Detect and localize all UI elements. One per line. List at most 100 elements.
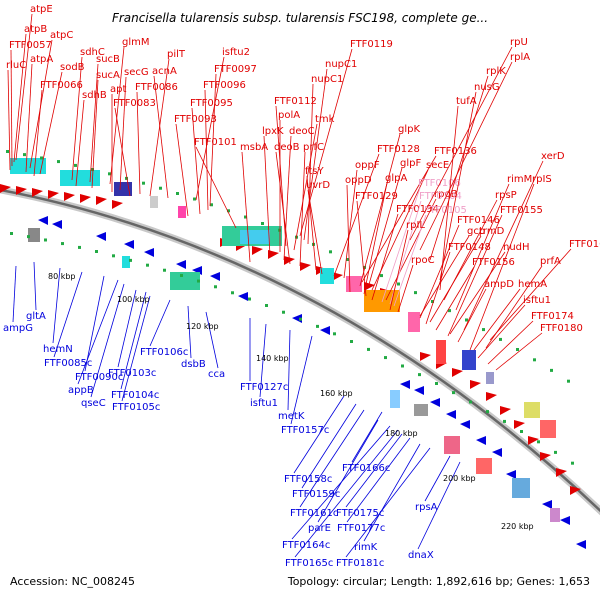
forward-feature [0,184,11,193]
reverse-leader-line [290,335,313,425]
cds-block [436,340,446,364]
forward-gene-label: oppD [345,175,372,186]
forward-feature [540,452,551,461]
marker-dot [146,263,149,267]
forward-gene-label: glpF [400,158,421,169]
reverse-leader-line [53,271,83,358]
marker-dot [350,340,353,343]
marker-dot [567,379,570,383]
forward-gene-label: prfA [540,256,561,267]
forward-gene-label: nusG [474,82,500,93]
forward-gene-label: trmD [479,226,505,237]
marker-dot [78,245,81,249]
reverse-gene-label: FTF0175c [336,508,384,519]
tick-label: 160 kbp [320,389,353,398]
forward-gene-label: FTF0148 [448,242,491,253]
reverse-gene-label: FTF0106c [140,347,188,358]
forward-leader-line [307,83,314,245]
forward-gene-label: rluC [6,60,26,71]
cds-block [486,372,494,384]
tick-label: 220 kbp [501,522,534,531]
reverse-leader-line [345,447,431,558]
forward-gene-label: glpK [398,124,420,135]
forward-gene-label: FTF0083 [113,98,156,109]
marker-dot [469,400,472,404]
marker-dot [282,310,285,314]
reverse-gene-label: ampG [3,323,33,334]
forward-gene-label: sdhC [80,47,105,58]
reverse-gene-label: gltA [26,311,46,322]
marker-dot [414,291,417,295]
marker-dot [180,274,183,277]
forward-gene-label: FTF0136 [434,146,477,157]
forward-gene-label: rpU [510,37,528,48]
forward-gene-label: rplA [510,52,530,63]
forward-leader-line [359,133,401,287]
marker-dot [44,238,47,242]
forward-gene-label: sodB [60,62,85,73]
forward-leader-line [71,56,83,181]
forward-leader-line [10,49,13,167]
marker-dot [193,197,196,201]
forward-gene-label: isftu2 [222,47,250,58]
forward-gene-label: FTF0129 [355,191,398,202]
marker-dot [367,347,370,351]
forward-feature [364,282,375,291]
marker-dot [316,324,319,328]
marker-dot [163,268,166,272]
forward-gene-label: rpIS [532,174,552,185]
forward-leader-line [457,288,487,343]
forward-gene-label: atpB [24,24,47,35]
reverse-leader-line [149,299,171,347]
tick-label: 80 kbp [48,272,76,281]
forward-leader-line [33,89,43,177]
forward-gene-label: prfC [303,142,324,153]
forward-leader-line [195,146,237,229]
forward-leader-line [419,61,513,251]
reverse-leader-line [351,411,383,463]
marker-dot [278,228,281,232]
forward-gene-label: atpA [30,54,53,65]
forward-gene-label: isftu1 [523,295,551,306]
forward-gene-label: nupC1 [311,74,343,85]
cds-block [60,170,100,186]
forward-gene-label: sucA [96,70,120,81]
cds-block [476,458,492,474]
forward-gene-label: FTF0134 [396,204,439,215]
forward-gene-label: FTF0095 [190,98,233,109]
forward-leader-line [489,248,572,341]
reverse-feature [414,386,424,395]
forward-gene-label: FTF0128 [377,144,420,155]
reverse-feature [492,448,502,457]
reverse-feature [96,232,106,241]
forward-leader-line [419,235,470,317]
marker-dot [499,337,502,341]
reverse-gene-label: FTF0157c [281,425,329,436]
forward-gene-label: FTF0156 [472,257,515,268]
forward-feature [570,486,581,495]
reverse-gene-label: dsbB [181,359,206,370]
reverse-gene-label: cca [208,369,225,380]
marker-dot [61,242,64,246]
forward-leader-line [191,107,201,215]
forward-feature [420,352,431,361]
tick-label: 180 kbp [385,429,418,438]
forward-gene-label: FTF0104 [419,191,462,202]
reverse-leader-line [317,419,379,523]
reverse-gene-label: FTF0177c [337,523,385,534]
reverse-feature [210,272,220,281]
cds-block [170,272,200,290]
marker-dot [10,232,13,235]
tick-label: 120 kbp [186,322,219,331]
reverse-feature [460,420,470,429]
forward-leader-line [455,183,510,311]
forward-leader-line [449,251,506,335]
marker-dot [112,254,115,258]
forward-feature [528,436,539,445]
forward-leader-line [439,105,459,291]
reverse-gene-label: FTF0164c [282,540,330,551]
reverse-feature [506,470,516,479]
forward-gene-label: ampD [484,279,514,290]
